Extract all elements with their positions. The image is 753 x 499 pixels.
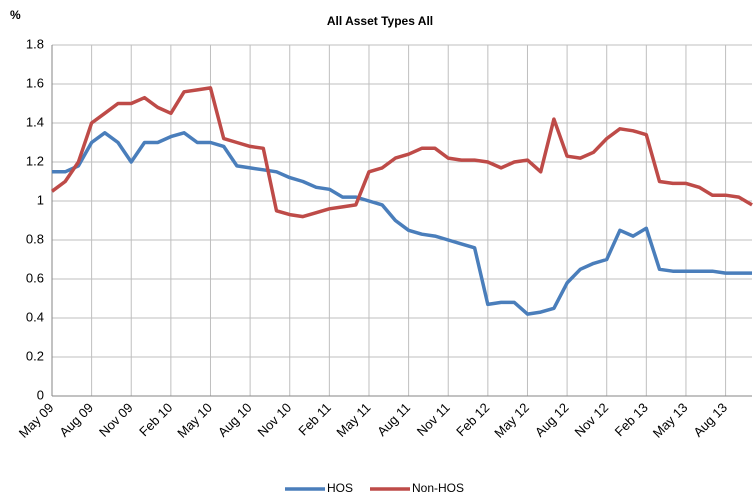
y-tick-label: 1.8 — [26, 36, 44, 51]
y-tick-label: 0.4 — [26, 309, 44, 324]
y-tick-label: 0.6 — [26, 270, 44, 285]
y-axis-label: % — [10, 8, 21, 22]
x-tick-label: May 12 — [491, 400, 532, 441]
x-tick-label: Aug 10 — [215, 400, 255, 440]
x-tick-label: Feb 12 — [453, 400, 492, 439]
x-tick-label: May 11 — [333, 400, 373, 440]
x-tick-label: Feb 11 — [295, 400, 334, 439]
chart-title: All Asset Types All — [327, 14, 433, 28]
y-tick-label: 0 — [37, 387, 44, 402]
x-tick-label: Feb 10 — [136, 400, 175, 439]
x-tick-label: Nov 12 — [572, 400, 612, 440]
y-tick-label: 1.4 — [26, 114, 44, 129]
x-tick-label: Nov 09 — [96, 400, 136, 440]
x-tick-label: May 13 — [650, 400, 691, 441]
x-tick-label: Aug 13 — [690, 400, 730, 440]
x-tick-label: May 09 — [16, 400, 57, 441]
x-tick-label: Nov 11 — [414, 400, 453, 439]
y-tick-label: 1.2 — [26, 153, 44, 168]
y-tick-label: 0.8 — [26, 231, 44, 246]
series-line — [52, 131, 752, 316]
x-tick-label: Aug 11 — [374, 400, 413, 439]
x-tick-label: May 10 — [174, 400, 215, 441]
y-tick-label: 1.6 — [26, 75, 44, 90]
legend-label: HOS — [327, 481, 353, 495]
x-tick-label: Aug 12 — [532, 400, 572, 440]
x-tick-label: Feb 13 — [612, 400, 651, 439]
x-tick-label: Nov 10 — [255, 400, 295, 440]
y-tick-label: 1 — [37, 192, 44, 207]
y-tick-label: 0.2 — [26, 348, 44, 363]
series-line — [50, 86, 753, 219]
x-tick-label: Aug 09 — [56, 400, 96, 440]
legend-label: Non-HOS — [412, 481, 464, 495]
